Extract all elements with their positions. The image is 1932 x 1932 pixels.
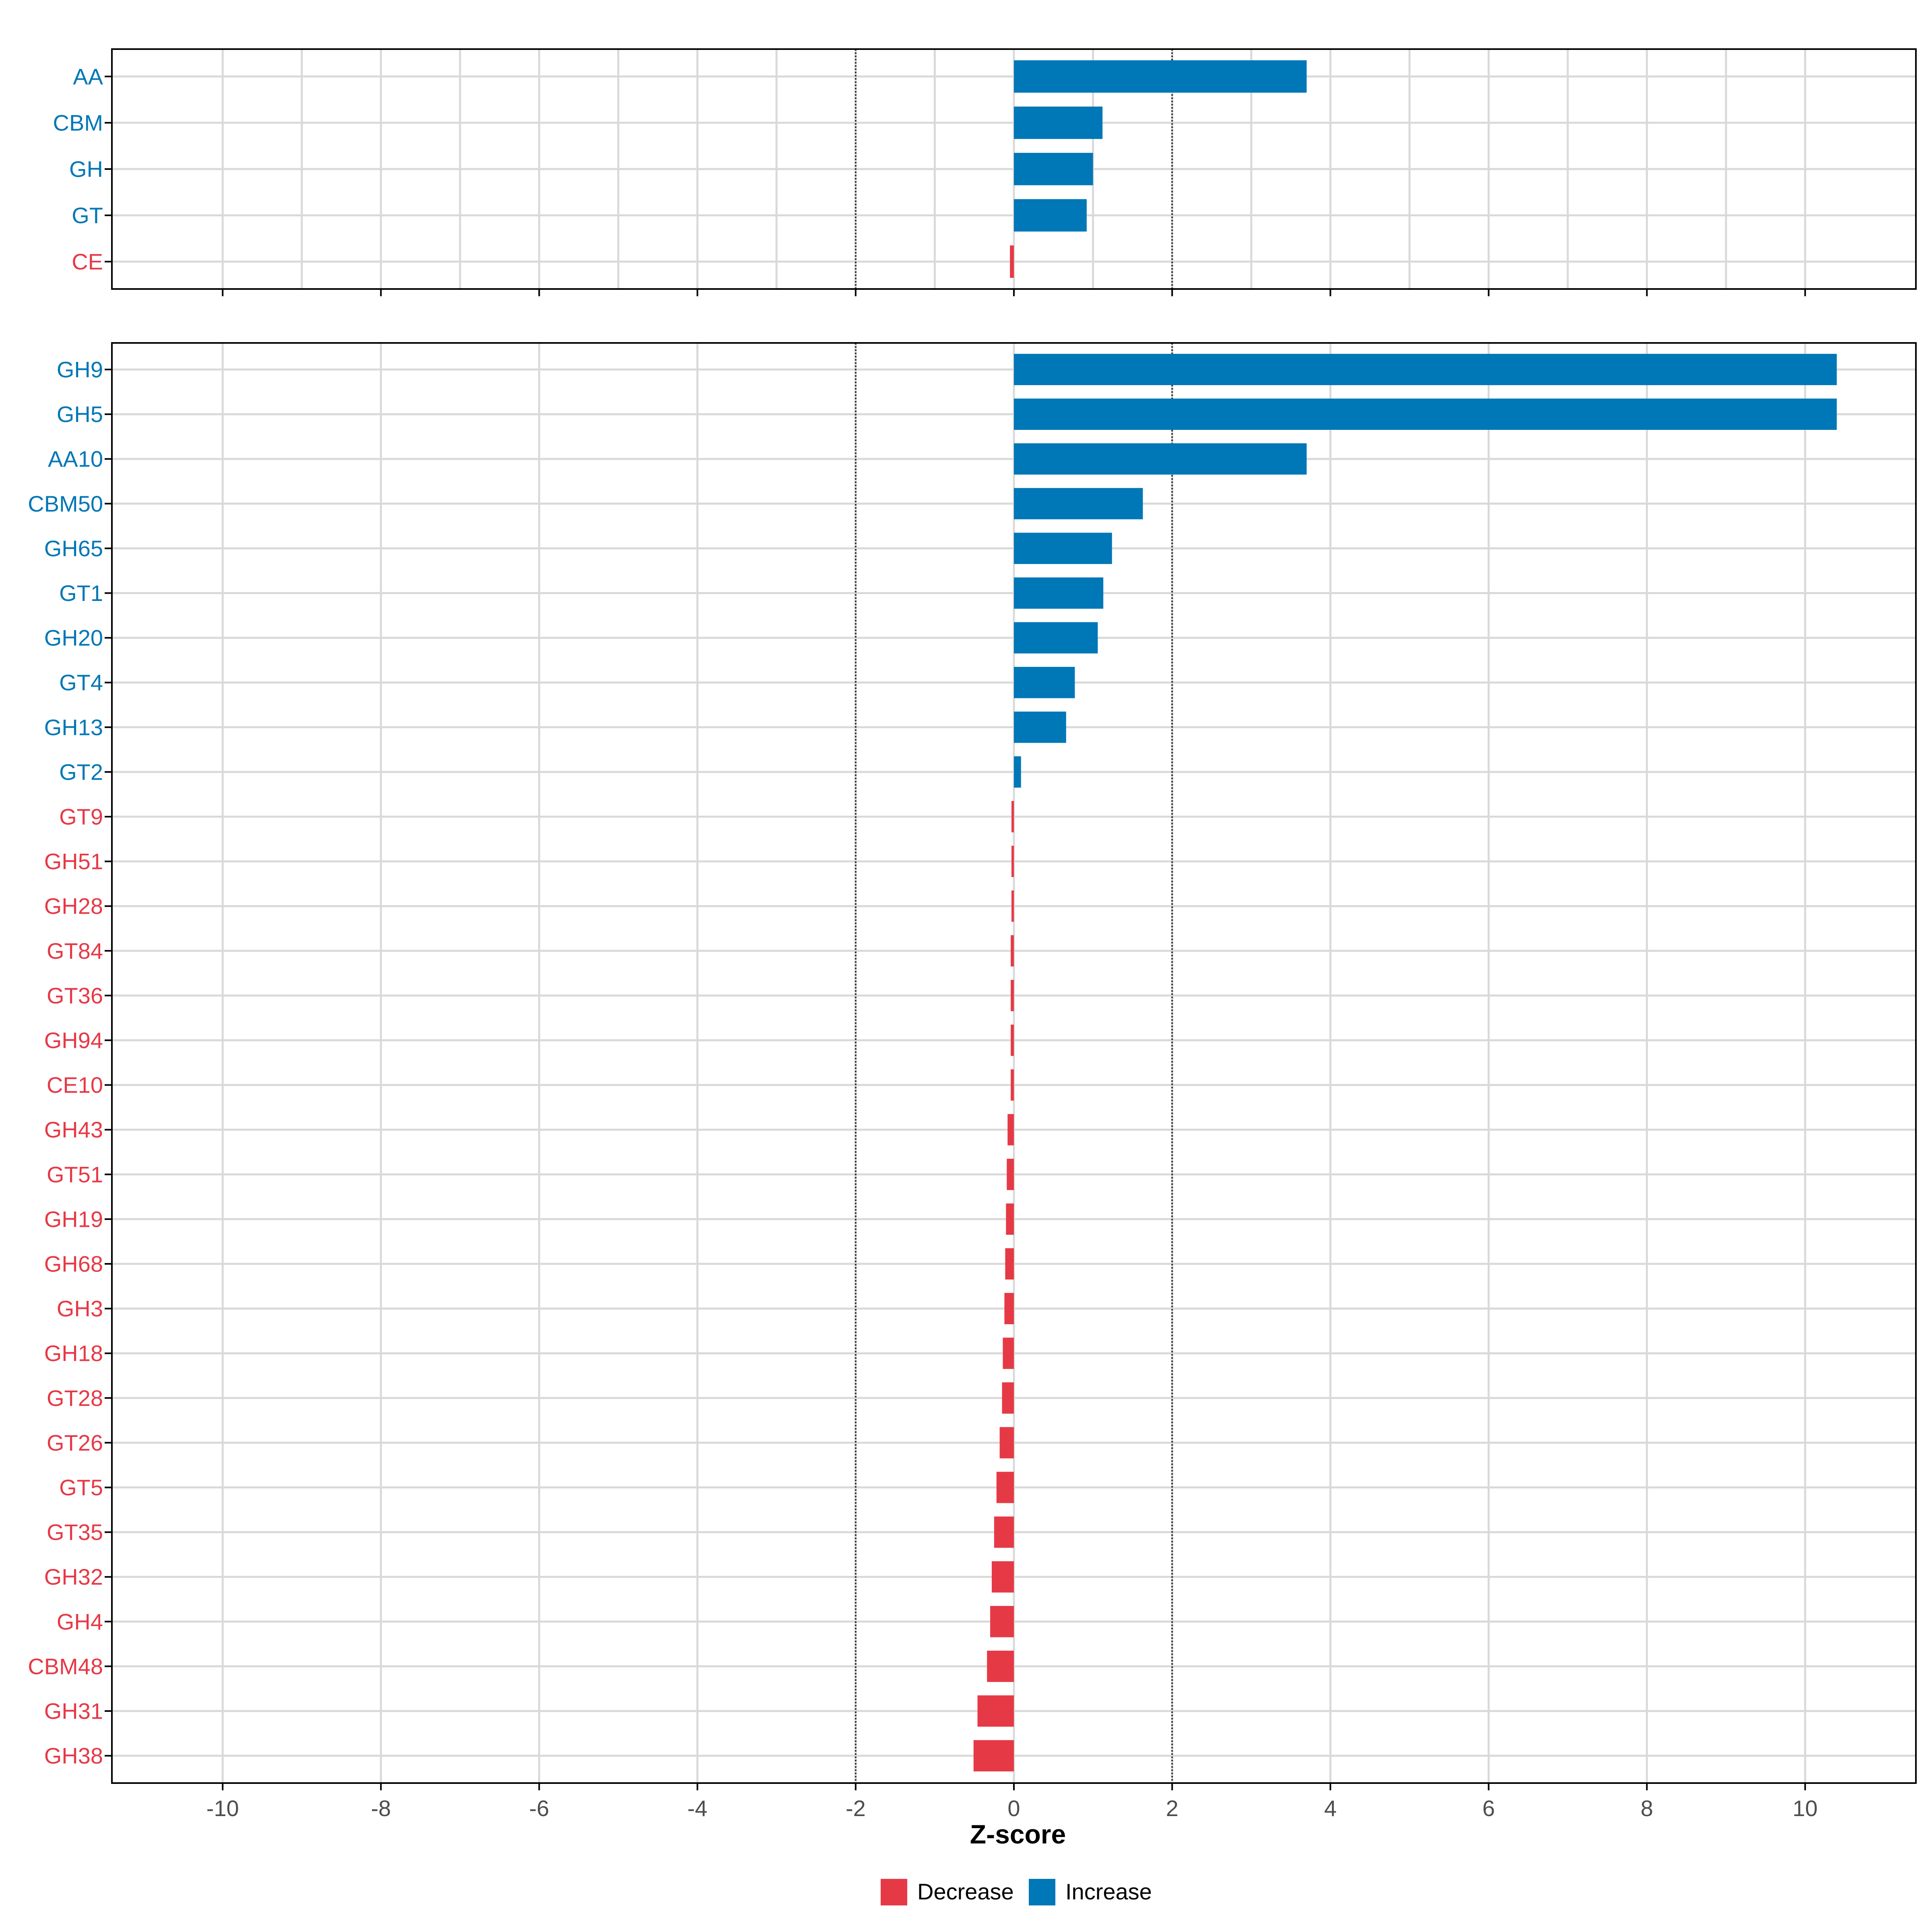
bar-cbm [1014,106,1103,139]
category-label: GH3 [57,1296,103,1321]
category-label: GH94 [44,1028,103,1053]
legend-swatch-increase [1029,1879,1055,1905]
bar-gh38 [973,1740,1014,1771]
bottom-panel: GH9 GH5 AA10 CBM50 GH65 GT1 GH20 GT4 GH13 GT2 GT9 G… [28,342,1917,1821]
x-tick-label: -8 [371,1796,391,1821]
category-label: GH9 [57,357,103,382]
category-label: GH28 [44,894,103,919]
bar-gh31 [977,1695,1014,1727]
category-label: GT26 [47,1430,103,1455]
category-label: GH32 [44,1564,103,1589]
category-label: GT5 [59,1475,103,1500]
bar-gt28 [1002,1382,1014,1414]
category-label: GH68 [44,1251,103,1277]
x-axis-title: Z-score [970,1819,1066,1849]
bar-gh68 [1005,1248,1014,1280]
bar-aa10 [1014,443,1307,475]
category-label: GT28 [47,1385,103,1411]
bar-gh19 [1006,1203,1014,1235]
category-label: GH31 [44,1699,103,1724]
bar-gh4 [990,1606,1014,1637]
x-tick-label: 0 [1007,1796,1020,1821]
category-label: GT1 [59,580,103,606]
bar-gh65 [1014,533,1112,564]
category-label: CBM [53,110,103,136]
category-label: GT4 [59,670,103,695]
bar-gt51 [1007,1158,1014,1190]
x-tick-label: -4 [687,1796,708,1821]
category-label: GT [72,203,103,228]
x-tick-label: -2 [846,1796,866,1821]
bar-gt84 [1011,935,1014,967]
legend-label-increase: Increase [1065,1879,1152,1904]
category-label: GH51 [44,849,103,874]
category-label: GH43 [44,1117,103,1142]
bar-gt5 [996,1472,1014,1503]
category-label: GT36 [47,983,103,1008]
bar-gh9 [1014,354,1837,385]
category-label: GH18 [44,1341,103,1366]
bar-gh32 [991,1561,1014,1593]
bar-gh28 [1011,890,1014,922]
bar-aa [1014,60,1307,93]
bar-gt35 [994,1516,1014,1548]
category-label: AA10 [48,446,103,472]
bar-gh43 [1007,1114,1014,1146]
bar-gt4 [1014,667,1075,698]
category-label: GH38 [44,1743,103,1769]
bar-gh5 [1014,398,1837,430]
category-label: CE10 [47,1072,103,1098]
x-tick-label: 4 [1324,1796,1337,1821]
bar-gh3 [1004,1293,1014,1324]
bar-gt [1014,199,1087,232]
category-label: GT9 [59,804,103,830]
legend-label-decrease: Decrease [917,1879,1014,1904]
bar-gh20 [1014,622,1098,654]
category-label: CBM48 [28,1653,103,1679]
category-label: GH4 [57,1609,103,1634]
x-tick-label: 2 [1166,1796,1179,1821]
x-tick-label: 8 [1641,1796,1653,1821]
bar-gh51 [1011,846,1014,877]
bar-gh13 [1014,711,1066,743]
bar-gt2 [1014,756,1021,788]
bar-gt26 [999,1427,1014,1459]
category-label: GH19 [44,1206,103,1232]
bar-gt9 [1011,801,1014,832]
bar-cbm50 [1014,488,1143,520]
category-label: AA [73,64,103,89]
x-tick-label: 10 [1793,1796,1818,1821]
bar-gt36 [1011,980,1014,1011]
x-tick-label: -6 [529,1796,549,1821]
bar-ce [1010,245,1014,278]
category-label: GT2 [59,759,103,784]
top-panel: AA CBM GH GT CE [53,48,1917,296]
bar-gt1 [1014,577,1104,609]
x-tick-label: 6 [1482,1796,1495,1821]
category-label: GH65 [44,536,103,561]
bar-cbm48 [987,1651,1014,1682]
bar-gh94 [1011,1024,1014,1056]
category-label: CE [72,249,103,275]
bar-gh18 [1003,1338,1014,1369]
category-label: GH [69,157,103,182]
legend: Decrease Increase [881,1879,1152,1905]
bar-ce10 [1011,1069,1014,1101]
category-label: GH20 [44,625,103,650]
legend-swatch-decrease [881,1879,907,1905]
bar-gh [1014,153,1093,186]
category-label: GH13 [44,714,103,740]
x-tick-label: -10 [206,1796,239,1821]
category-label: GT51 [47,1162,103,1187]
category-label: GT35 [47,1519,103,1545]
category-label: GH5 [57,402,103,427]
category-label: GT84 [47,938,103,964]
category-label: CBM50 [28,491,103,516]
